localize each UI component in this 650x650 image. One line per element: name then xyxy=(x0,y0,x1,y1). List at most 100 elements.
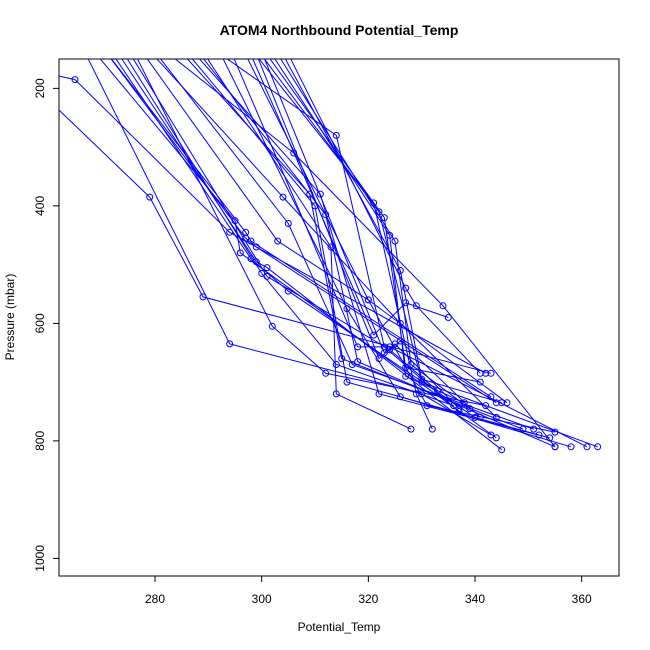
data-point xyxy=(476,369,484,377)
upper-trace-line xyxy=(136,59,273,327)
upper-traces xyxy=(59,59,407,359)
data-point xyxy=(412,390,420,398)
data-point xyxy=(530,425,538,433)
data-point xyxy=(567,443,575,451)
data-point xyxy=(348,361,356,368)
upper-trace-line xyxy=(222,59,348,309)
upper-trace-line xyxy=(191,59,316,207)
data-point xyxy=(380,349,388,357)
data-point xyxy=(503,399,511,407)
data-point xyxy=(476,378,484,386)
data-point xyxy=(428,425,436,433)
upper-trace-line xyxy=(186,59,311,195)
data-point xyxy=(263,264,271,272)
data-point xyxy=(583,443,591,451)
profile-line xyxy=(373,202,433,430)
profile-line xyxy=(346,308,572,448)
data-point xyxy=(498,399,506,407)
upper-trace-line xyxy=(160,59,289,224)
data-point xyxy=(407,361,415,368)
profile-series xyxy=(316,190,554,442)
upper-trace-line xyxy=(207,59,332,248)
upper-trace-line xyxy=(59,75,76,81)
data-point xyxy=(402,299,410,307)
y-tick-label: 200 xyxy=(33,78,47,98)
x-tick-label: 340 xyxy=(465,592,485,606)
x-tick-label: 300 xyxy=(252,592,272,606)
data-point xyxy=(402,372,410,380)
profile-line xyxy=(330,246,412,430)
data-point xyxy=(380,214,388,222)
profile-line xyxy=(287,223,534,430)
data-point xyxy=(354,343,362,351)
profile-line xyxy=(378,340,481,418)
data-point xyxy=(418,375,426,383)
profile-line xyxy=(367,299,556,433)
upper-trace-line xyxy=(115,59,252,260)
data-point xyxy=(391,237,399,245)
profile-series xyxy=(343,305,575,451)
profile-series xyxy=(375,337,484,421)
profile-line xyxy=(293,152,556,448)
data-point xyxy=(551,443,559,451)
data-point xyxy=(407,425,415,433)
x-tick-label: 280 xyxy=(145,592,165,606)
data-point xyxy=(146,193,154,201)
data-point xyxy=(343,305,351,313)
data-point xyxy=(252,243,260,251)
profile-series xyxy=(375,208,602,451)
upper-trace-line xyxy=(290,59,407,289)
profile-series xyxy=(284,220,538,433)
upper-trace-line xyxy=(257,59,380,359)
y-tick-label: 1000 xyxy=(33,545,47,572)
data-point xyxy=(423,402,431,410)
profile-line xyxy=(399,270,502,404)
profile-line xyxy=(357,346,588,448)
data-point xyxy=(444,314,452,321)
upper-trace-line xyxy=(263,59,380,213)
upper-trace-line xyxy=(121,59,257,262)
upper-trace-line xyxy=(146,59,279,242)
profile-series xyxy=(402,284,484,377)
data-point xyxy=(268,322,276,330)
data-point xyxy=(594,443,602,451)
profile-line xyxy=(256,261,503,451)
data-point xyxy=(343,378,351,386)
profile-series xyxy=(327,243,415,433)
profile-series xyxy=(380,214,484,386)
data-point xyxy=(396,337,404,345)
profile-series xyxy=(380,340,463,413)
data-point xyxy=(466,405,474,413)
upper-trace-line xyxy=(284,59,401,271)
profile-line xyxy=(229,343,492,436)
profile-line xyxy=(261,273,454,407)
upper-trace-line xyxy=(274,59,391,236)
data-point xyxy=(332,361,340,368)
data-point xyxy=(263,272,271,280)
upper-trace-line xyxy=(110,59,247,239)
data-point xyxy=(487,431,495,439)
data-point xyxy=(482,402,490,410)
data-point xyxy=(482,369,490,377)
profile-line xyxy=(271,325,486,407)
profile-line xyxy=(383,217,481,383)
upper-trace-line xyxy=(126,59,263,274)
y-tick-label: 400 xyxy=(33,196,47,216)
profile-series xyxy=(391,237,474,413)
data-point xyxy=(375,390,383,398)
x-tick-label: 320 xyxy=(358,592,378,606)
data-point xyxy=(375,355,383,363)
data-point xyxy=(332,390,340,398)
data-point xyxy=(535,431,543,439)
data-point xyxy=(439,302,447,310)
data-point xyxy=(364,296,372,304)
upper-trace-line xyxy=(132,59,268,277)
x-axis: 280 300 320 340 360 xyxy=(145,575,592,606)
data-point xyxy=(487,369,495,377)
upper-trace-line xyxy=(226,59,337,136)
profile-line xyxy=(383,343,460,409)
x-tick-label: 360 xyxy=(572,592,592,606)
data-point xyxy=(476,413,484,421)
data-point xyxy=(274,237,282,245)
